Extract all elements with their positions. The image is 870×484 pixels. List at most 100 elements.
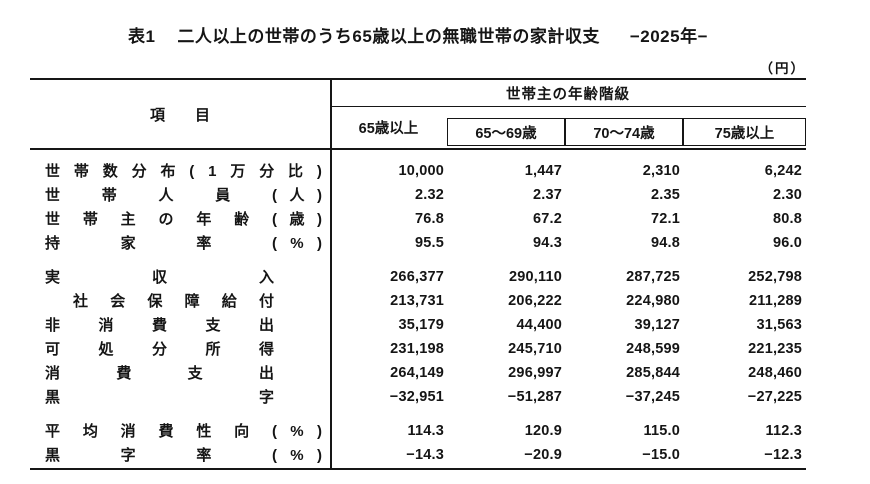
cell-value: 67.2: [532, 211, 562, 227]
cell-value: 35,179: [398, 317, 444, 333]
cell-value: −27,225: [747, 389, 802, 405]
cell-value: 224,980: [626, 293, 680, 309]
label-char: 消: [98, 316, 114, 334]
row-label: 黒 字 率 (%): [30, 448, 330, 463]
label-char: 出: [258, 364, 274, 382]
label-char: 率: [196, 234, 212, 252]
item-header-char: 項: [149, 106, 165, 124]
table-row: 実 収 入 266,377 290,110 287,725 252,798: [30, 265, 806, 289]
column-header-65-and-over: 65歳以上: [358, 121, 419, 137]
label-char: 支: [205, 316, 221, 334]
row-label-text: 世 帯 人 員 (人): [45, 188, 322, 203]
label-char: 1: [208, 162, 217, 180]
label-unit: (歳): [272, 212, 322, 227]
cell-value: 2,310: [642, 163, 680, 179]
cell-value: 2.30: [772, 187, 802, 203]
cell-value: 76.8: [414, 211, 444, 227]
item-header-char: 目: [195, 106, 211, 124]
label-unit: (%): [272, 448, 322, 463]
row-label-text: 世帯数分布(1 万分比): [45, 164, 322, 179]
cell-value: 221,235: [748, 341, 802, 357]
data-table: 項 目 世帯主の年齢階級 65歳以上 65～69歳 70～74歳 75歳以上 世…: [30, 78, 806, 470]
label-char: 実: [45, 268, 61, 286]
cell-value: 2.35: [650, 187, 680, 203]
cell-value: 10,000: [398, 163, 444, 179]
row-label-text: 消費支出: [45, 366, 322, 381]
label-char: 処: [98, 340, 114, 358]
label-char: 得: [258, 340, 274, 358]
label-char: 数: [102, 162, 118, 180]
unit-char: 歳: [289, 210, 305, 228]
cell-value: 95.5: [414, 235, 444, 251]
label-char: 世: [45, 210, 61, 228]
label-char: 付: [258, 292, 274, 310]
row-label-text: 平 均 消 費 性 向 (%): [45, 424, 322, 439]
label-char: 帯: [82, 210, 98, 228]
cell-value: −20.9: [524, 447, 562, 463]
row-label-text: 実収入: [45, 270, 322, 285]
row-label: 非消費支出: [30, 318, 330, 333]
cell-value: 2.32: [414, 187, 444, 203]
cell-value: −15.0: [642, 447, 680, 463]
unit-char: (: [271, 446, 277, 464]
cell-value: 1,447: [524, 163, 562, 179]
unit-char: (: [271, 234, 277, 252]
label-char: 齢: [234, 210, 250, 228]
label-char: 会: [110, 292, 126, 310]
cell-value: −37,245: [625, 389, 680, 405]
label-char: 保: [147, 292, 163, 310]
column-header-75-and-over: 75歳以上: [683, 118, 806, 146]
cell-value: −51,287: [507, 389, 562, 405]
unit-char: %: [290, 422, 304, 440]
label-char: 分: [151, 340, 167, 358]
label-char: 費: [158, 422, 174, 440]
table-row: 平 均 消 費 性 向 (%) 114.3 120.9 115.0 112.3: [30, 419, 806, 443]
cell-value: 94.3: [532, 235, 562, 251]
table-row: 社 会 保 障 給 付 213,731 206,222 224,980 211,289: [30, 289, 806, 313]
cell-value: 44,400: [516, 317, 562, 333]
label-char: 布: [160, 162, 176, 180]
table-row: 黒字 −32,951 −51,287 −37,245 −27,225: [30, 385, 806, 409]
unit-note: （円）: [759, 61, 806, 76]
label-char: 字: [120, 446, 136, 464]
label-char: 費: [151, 316, 167, 334]
column-divider-line: [330, 80, 332, 468]
cell-value: 120.9: [524, 423, 562, 439]
label-char: 年: [196, 210, 212, 228]
label-char: 可: [45, 340, 61, 358]
cell-value: 266,377: [390, 269, 444, 285]
cell-value: 6,242: [764, 163, 802, 179]
column-header-65-69: 65～69歳: [447, 118, 565, 146]
row-label-text: 黒字: [45, 390, 322, 405]
label-unit: (%): [272, 424, 322, 439]
label-char: 分: [131, 162, 147, 180]
cell-value: 112.3: [765, 423, 802, 439]
table-number: 表1: [127, 27, 156, 46]
unit-char: %: [290, 446, 304, 464]
unit-char: ): [316, 210, 322, 228]
row-label-text: 黒 字 率 (%): [45, 448, 322, 463]
cell-value: 287,725: [626, 269, 680, 285]
cell-value: 39,127: [634, 317, 680, 333]
cell-value: 290,110: [508, 269, 562, 285]
cell-value: 115.0: [643, 423, 680, 439]
label-char: 出: [258, 316, 274, 334]
cell-value: 80.8: [772, 211, 802, 227]
label-char: ): [316, 162, 322, 180]
row-label: 消費支出: [30, 366, 330, 381]
label-char: 消: [120, 422, 136, 440]
cell-value: −12.3: [764, 447, 802, 463]
row-label: 世 帯 主 の 年 齢 (歳): [30, 212, 330, 227]
label-char: 万: [230, 162, 246, 180]
table-header: 項 目 世帯主の年齢階級 65歳以上 65～69歳 70～74歳 75歳以上: [30, 80, 806, 150]
cell-value: 285,844: [626, 365, 680, 381]
column-headers-row: 65歳以上 65～69歳 70～74歳 75歳以上: [330, 107, 806, 148]
cell-value: 245,710: [508, 341, 562, 357]
label-char: の: [158, 210, 174, 228]
label-char: 黒: [45, 388, 61, 406]
label-char: 比: [288, 162, 304, 180]
label-unit: (人): [272, 188, 322, 203]
unit-char: ): [316, 422, 322, 440]
cell-value: 264,149: [390, 365, 444, 381]
label-char: 性: [196, 422, 212, 440]
